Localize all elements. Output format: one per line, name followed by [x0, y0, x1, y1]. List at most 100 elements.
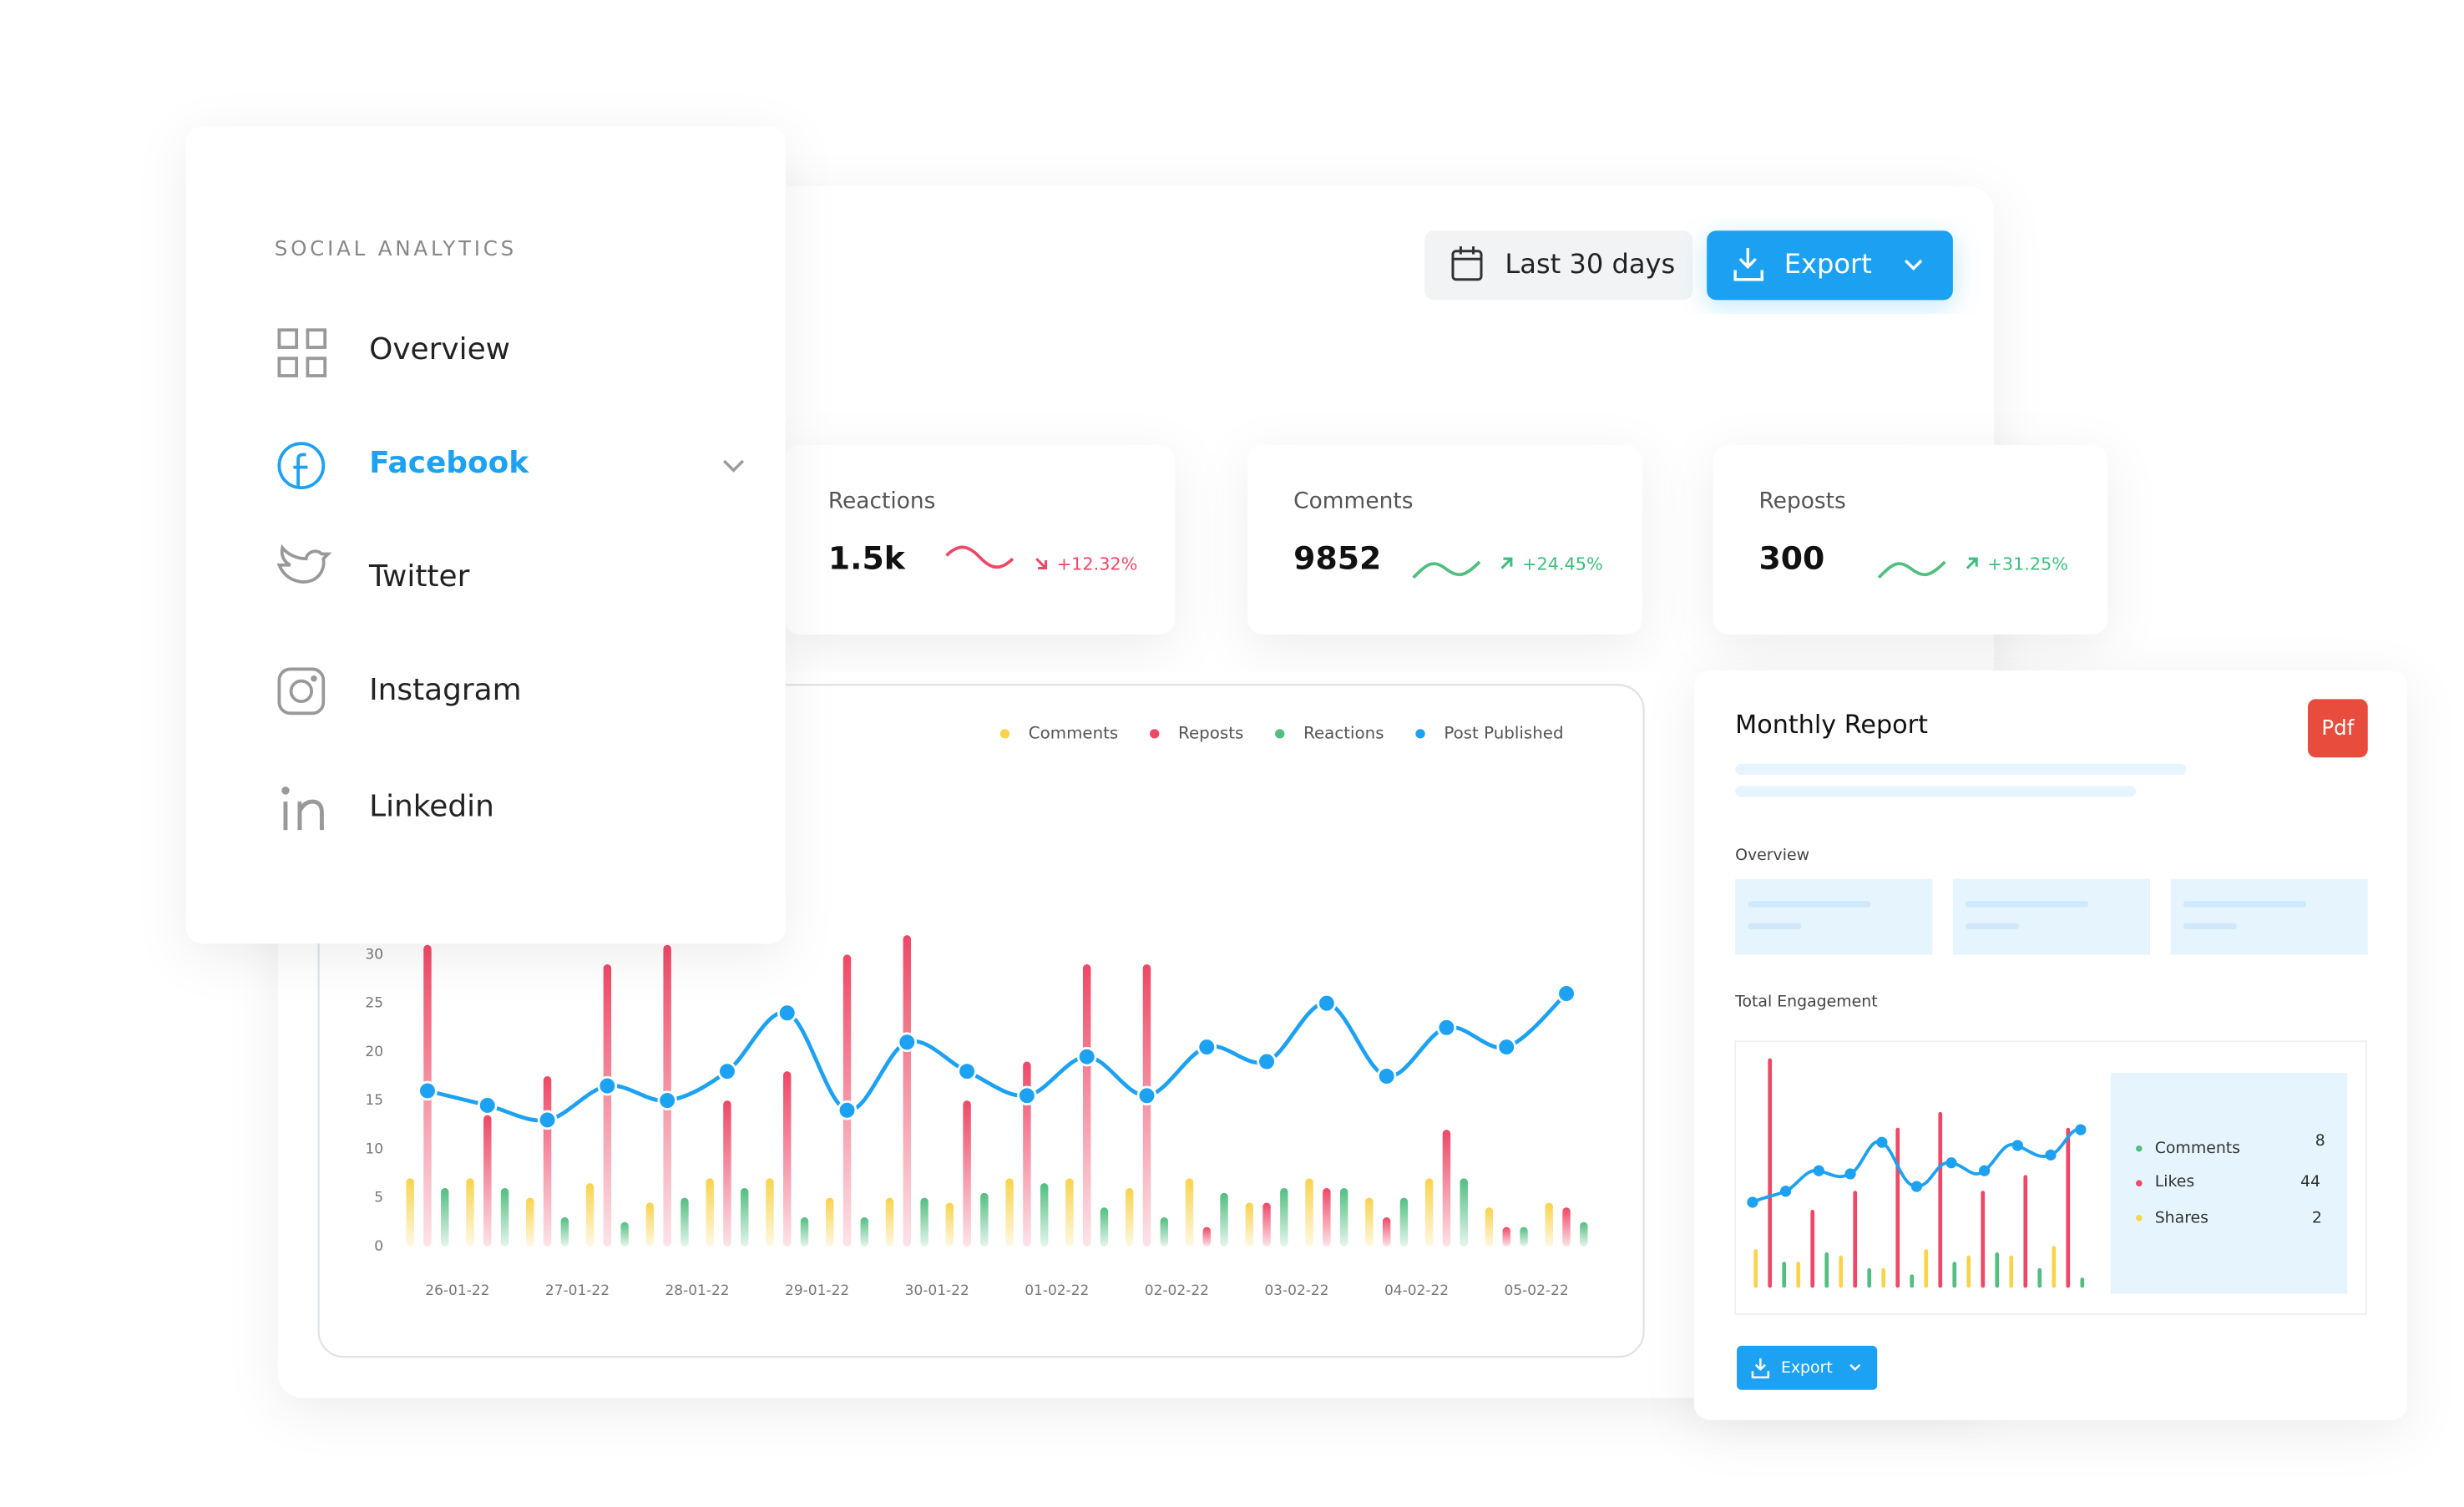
nav-item[interactable]: Overview — [277, 328, 510, 377]
bar — [483, 1115, 492, 1247]
bar — [1160, 1216, 1168, 1247]
nav-label: Overview — [369, 332, 510, 367]
overview-placeholders — [1748, 901, 2307, 930]
y-tick-label: 10 — [365, 1140, 383, 1157]
x-tick-label: 02-02-22 — [1145, 1282, 1209, 1299]
bar — [963, 1100, 971, 1247]
legend-dot — [2136, 1215, 2143, 1221]
stat-change: +24.45% — [1522, 554, 1603, 574]
sidebar: SOCIAL ANALYTICS Overview Facebook Twitt… — [185, 126, 786, 944]
stat-change: +12.32% — [1057, 554, 1138, 574]
point — [1136, 1085, 1157, 1106]
mini-chart — [1747, 1058, 2087, 1288]
point — [1496, 1037, 1517, 1057]
legend-label: Reactions — [1303, 723, 1384, 742]
bar — [1100, 1207, 1109, 1247]
legend-value: 44 — [2300, 1172, 2320, 1191]
x-tick-label: 29-01-22 — [785, 1282, 849, 1299]
bar — [406, 1178, 414, 1247]
instagram-icon — [277, 667, 326, 716]
point — [777, 1003, 797, 1024]
bar — [1442, 1130, 1451, 1247]
nav-label: Twitter — [368, 559, 469, 594]
bar — [1545, 1202, 1553, 1247]
stat-value: 300 — [1759, 540, 1825, 577]
report-export-bg — [1737, 1345, 1878, 1390]
bar — [585, 1183, 594, 1247]
bar — [1460, 1178, 1468, 1247]
download-icon — [1733, 247, 1763, 281]
stat-label: Comments — [1293, 488, 1413, 514]
bar — [1220, 1192, 1228, 1247]
bar — [945, 1202, 954, 1247]
facebook-icon — [277, 442, 326, 490]
bar — [826, 1197, 834, 1247]
report-export-button[interactable]: Export — [1737, 1345, 1878, 1390]
x-tick-label: 27-01-22 — [545, 1282, 610, 1299]
bar — [500, 1187, 509, 1247]
chart: 0 5 10 15 20 25 30 26-01-22 27-01-22 28-01-22 29-0… — [365, 723, 1588, 1299]
bar — [1280, 1187, 1288, 1247]
pdf-badge[interactable] — [2307, 699, 2368, 758]
nav-item[interactable]: Twitter — [276, 544, 470, 594]
legend-label: Likes — [2155, 1172, 2194, 1191]
point — [1017, 1085, 1037, 1106]
y-tick-label: 5 — [374, 1190, 383, 1206]
x-tick-label: 01-02-22 — [1025, 1282, 1089, 1299]
point — [477, 1095, 498, 1115]
section-label: Total Engagement — [1734, 993, 1877, 1011]
overview-icon — [277, 328, 327, 377]
sidebar-title: SOCIAL ANALYTICS — [275, 236, 517, 260]
point — [897, 1032, 918, 1053]
bar — [723, 1100, 731, 1247]
date-range-bg — [1424, 230, 1693, 301]
stat-change: +31.25% — [1987, 554, 2068, 574]
bar — [903, 935, 912, 1247]
stat-label: Reposts — [1759, 488, 1846, 514]
overview-box — [1952, 878, 2151, 955]
chevron — [1905, 259, 1923, 271]
placeholder-line — [1735, 786, 2137, 797]
y-tick-label: 15 — [365, 1092, 383, 1109]
stat-value: 1.5k — [828, 540, 906, 577]
chevron — [1849, 1363, 1861, 1371]
legend-dot — [1415, 729, 1425, 739]
pdf-label: Pdf — [2321, 716, 2355, 740]
bar — [1520, 1226, 1528, 1247]
bar — [1399, 1197, 1409, 1247]
stat-card: Reposts 300 +31.25% — [1713, 445, 2108, 635]
nav-label: Facebook — [369, 446, 529, 480]
nav-item[interactable]: Facebook — [277, 442, 745, 490]
legend-dot — [1275, 729, 1285, 739]
legend-value: 8 — [2315, 1131, 2325, 1150]
bar — [766, 1178, 774, 1247]
point — [837, 1100, 858, 1120]
export-label: Export — [1784, 248, 1872, 280]
sparkline — [1877, 560, 1946, 579]
sparkline — [945, 545, 1014, 569]
x-tick-label: 26-01-22 — [425, 1282, 489, 1299]
point — [1197, 1037, 1217, 1057]
bar — [560, 1216, 569, 1247]
trend-arrow — [1500, 557, 1513, 569]
bar — [800, 1216, 809, 1247]
stat-card-bg — [783, 445, 1176, 635]
bar — [1040, 1183, 1049, 1247]
nav-item[interactable]: Linkedin — [281, 786, 494, 831]
bar — [1262, 1202, 1271, 1247]
stat-label: Reactions — [828, 488, 936, 514]
export-button[interactable]: Export — [1707, 230, 1953, 301]
bar — [1082, 964, 1091, 1247]
stat-value: 9852 — [1293, 540, 1381, 577]
date-range-button[interactable]: Last 30 days — [1424, 230, 1693, 301]
bar — [980, 1192, 989, 1247]
stat-card-bg — [1247, 445, 1642, 635]
legend-dot — [2136, 1180, 2143, 1187]
bar — [1023, 1061, 1031, 1247]
bar — [645, 1202, 655, 1247]
bar — [1339, 1187, 1348, 1247]
date-range-label: Last 30 days — [1505, 248, 1675, 280]
nav-item[interactable]: Instagram — [277, 667, 522, 716]
calendar-icon — [1451, 246, 1483, 281]
